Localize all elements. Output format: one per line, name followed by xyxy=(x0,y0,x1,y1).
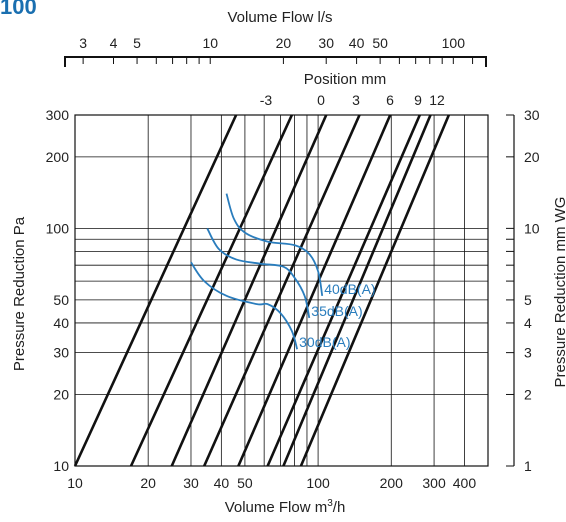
position-line xyxy=(203,114,361,467)
sound-curve-label: 40dB(A) xyxy=(324,281,375,297)
y-left-tick-label: 10 xyxy=(53,458,69,474)
sound-curve xyxy=(190,261,299,350)
x-tick-label: 10 xyxy=(67,475,83,491)
bottom-axis: 10 20 30 40 50 100 200 300 400 xyxy=(67,475,476,491)
position-line xyxy=(237,114,392,467)
top-tick-label: 3 xyxy=(79,35,87,51)
position-lines xyxy=(73,114,451,467)
plot-frame xyxy=(74,114,489,467)
right-axis: 1 2 3 4 5 10 20 30 xyxy=(506,107,540,474)
x-tick-label: 200 xyxy=(380,475,404,491)
sound-curve xyxy=(206,227,311,319)
position-line xyxy=(282,114,432,467)
y-right-tick-label: 20 xyxy=(524,149,540,165)
x-tick-label: 100 xyxy=(306,475,330,491)
position-line xyxy=(129,114,294,467)
y-right-tick-label: 5 xyxy=(524,292,532,308)
y-right-tick-label: 10 xyxy=(524,220,540,236)
x-axis-title-sup: 3 xyxy=(327,498,333,509)
top-tick-label: 100 xyxy=(442,35,466,51)
sound-curves: 40dB(A) 35dB(A) 30dB(A) xyxy=(190,193,376,350)
x-tick-label: 50 xyxy=(237,475,253,491)
top-tick-label: 30 xyxy=(318,35,334,51)
top-tick-label: 10 xyxy=(202,35,218,51)
left-axis: 10 20 30 40 50 100 200 300 xyxy=(46,107,70,474)
x-axis-title-main: Volume Flow m xyxy=(225,499,328,516)
position-line xyxy=(73,114,238,467)
x-axis-title: Volume Flow m3/h xyxy=(225,498,346,516)
top-axis-title: Volume Flow l/s xyxy=(227,9,332,26)
position-tick-label: 9 xyxy=(414,92,422,108)
y-left-tick-label: 40 xyxy=(53,315,69,331)
y-left-tick-label: 50 xyxy=(53,292,69,308)
y-right-tick-label: 2 xyxy=(524,386,532,402)
x-tick-label: 400 xyxy=(453,475,477,491)
top-tick-label: 20 xyxy=(276,35,292,51)
position-tick-label: 12 xyxy=(429,92,445,108)
position-axis-title: Position mm xyxy=(304,71,387,88)
y-left-tick-label: 30 xyxy=(53,345,69,361)
x-tick-label: 40 xyxy=(214,475,230,491)
sound-curve-label: 30dB(A) xyxy=(299,334,350,350)
position-tick-label: -3 xyxy=(260,92,273,108)
y-right-tick-label: 4 xyxy=(524,315,532,331)
position-line xyxy=(266,114,421,467)
top-tick-label: 50 xyxy=(372,35,388,51)
position-line xyxy=(170,114,328,467)
sound-curve-label: 35dB(A) xyxy=(311,303,362,319)
y-left-axis-title: Pressure Reduction Pa xyxy=(11,216,28,371)
position-line xyxy=(299,114,451,467)
x-tick-label: 300 xyxy=(422,475,446,491)
x-axis-title-suffix: /h xyxy=(333,499,346,516)
y-left-tick-label: 300 xyxy=(46,107,70,123)
x-tick-label: 20 xyxy=(140,475,156,491)
sound-curve xyxy=(225,193,324,297)
y-right-axis-title: Pressure Reduction mm WG xyxy=(552,197,566,388)
y-left-tick-label: 200 xyxy=(46,149,70,165)
y-left-tick-label: 20 xyxy=(53,386,69,402)
y-right-tick-label: 3 xyxy=(524,345,532,361)
top-axis: 3 4 5 10 20 30 40 50 100 xyxy=(64,35,487,67)
position-tick-label: 3 xyxy=(352,92,360,108)
position-axis: -3 0 3 6 9 12 xyxy=(260,92,445,108)
y-left-tick-label: 100 xyxy=(46,220,70,236)
chart-title: 100 xyxy=(0,0,37,19)
position-tick-label: 6 xyxy=(386,92,394,108)
y-right-tick-label: 30 xyxy=(524,107,540,123)
x-tick-label: 30 xyxy=(183,475,199,491)
y-right-tick-label: 1 xyxy=(524,458,532,474)
top-tick-label: 40 xyxy=(349,35,365,51)
top-tick-label: 5 xyxy=(133,35,141,51)
position-tick-label: 0 xyxy=(317,92,325,108)
top-tick-label: 4 xyxy=(110,35,118,51)
